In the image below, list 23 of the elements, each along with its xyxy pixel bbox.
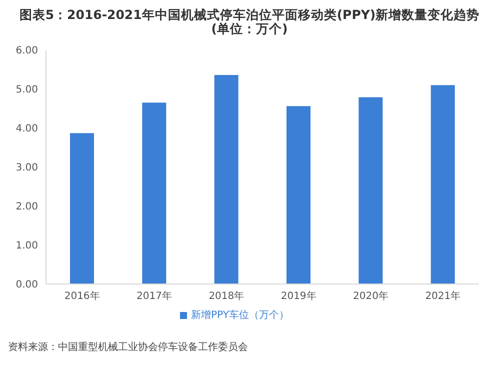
y-tick-label: 6.00 (16, 46, 38, 57)
x-tick-label: 2020年 (353, 290, 388, 302)
bar (358, 97, 383, 284)
y-tick-label: 1.00 (16, 240, 38, 252)
x-tick-label: 2016年 (64, 290, 100, 302)
legend-label: 新增PPY车位（万个） (191, 310, 289, 321)
y-tick-label: 3.00 (16, 162, 38, 174)
y-tick-label: 2.00 (16, 202, 38, 213)
y-tick-label: 4.00 (16, 124, 38, 135)
bar (286, 106, 310, 284)
x-tick-label: 2021年 (425, 290, 461, 302)
y-tick-label: 0.00 (16, 280, 38, 291)
bar (214, 74, 238, 284)
x-tick-label: 2017年 (136, 290, 172, 302)
text: 资料来源：中国重型机械工业协会停车设备工作委员会 (8, 340, 248, 354)
x-tick-label: 2019年 (280, 290, 316, 302)
chart-subtitle: (单位：万个) (210, 21, 289, 36)
y-tick-label: 5.00 (16, 84, 38, 96)
chart-title: 图表5：2016-2021年中国机械式停车泊位平面移动类(PPY)新增数量变化趋势 (18, 7, 481, 22)
bar (430, 85, 455, 284)
bar (70, 133, 94, 284)
x-tick-label: 2018年 (208, 290, 244, 302)
bar (142, 102, 166, 284)
